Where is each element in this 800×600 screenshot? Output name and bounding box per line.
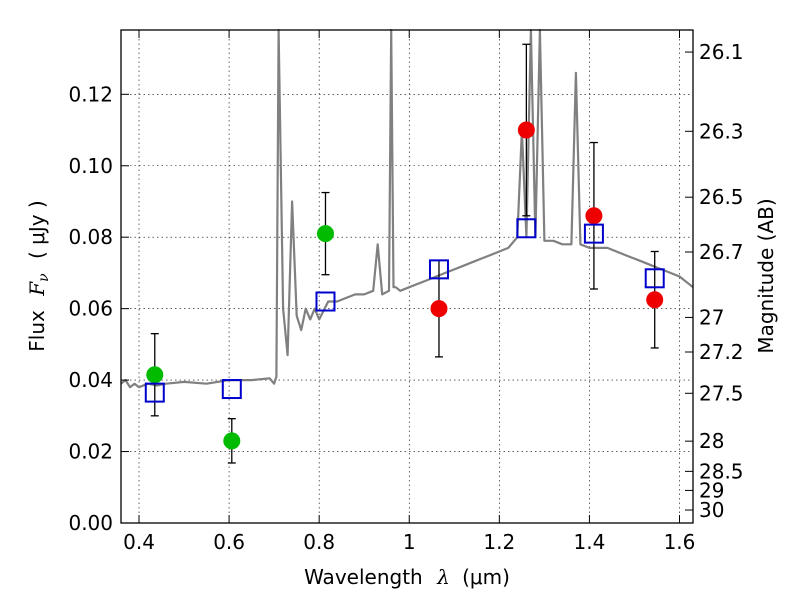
x-axis-label-text: Wavelength xyxy=(304,565,423,589)
x-tick-label: 1.6 xyxy=(664,530,696,554)
mag-tick-label: 27.2 xyxy=(699,340,744,364)
model-band-marker xyxy=(644,268,665,289)
mag-tick-label: 26.1 xyxy=(699,40,744,64)
model-band-marker xyxy=(315,291,336,312)
model-band-marker xyxy=(428,259,449,280)
data-point xyxy=(146,366,164,384)
spectrum-layer xyxy=(120,28,694,389)
model-band-marker xyxy=(583,223,604,244)
y-tick-label: 0.10 xyxy=(68,154,113,178)
model-band-marker xyxy=(221,379,242,400)
x-tick-label: 1.4 xyxy=(574,530,606,554)
mag-tick-label: 26.7 xyxy=(699,240,744,264)
x-tick-label: 1.2 xyxy=(483,530,515,554)
model-spectrum-line xyxy=(120,28,694,389)
mag-tick-label: 27.5 xyxy=(699,381,744,405)
mag-tick-label: 27 xyxy=(699,305,724,329)
mag-tick-label: 29 xyxy=(699,478,724,502)
x-tick-label: 0.8 xyxy=(303,530,335,554)
x-tick-label: 0.4 xyxy=(123,530,155,554)
model-band-marker xyxy=(516,218,537,239)
data-point xyxy=(430,300,448,318)
data-point xyxy=(316,225,334,243)
mag-tick-label: 28.5 xyxy=(699,459,744,483)
x-tick-label: 1 xyxy=(403,530,416,554)
x-axis-unit: (μm) xyxy=(462,565,510,589)
mag-tick-label: 26.3 xyxy=(699,119,744,143)
y-axis-unit: ( μJy ) xyxy=(25,200,49,259)
data-marks xyxy=(144,43,665,464)
y-axis-symbol: F xyxy=(25,281,49,297)
plot-frame xyxy=(120,29,694,524)
right-axis-label: Magnitude (AB) xyxy=(754,198,778,353)
y-axis-label: Flux Fν ( μJy ) xyxy=(25,200,53,351)
mag-tick-label: 26.5 xyxy=(699,185,744,209)
y-tick-label: 0.12 xyxy=(68,82,113,106)
y-tick-label: 0.08 xyxy=(68,225,113,249)
y-tick-label: 0.00 xyxy=(68,511,113,535)
axes-ticks: 0.4 0.6 0.8 1 1.2 1.4 1.6 0.00 0.02 0.04 0.06 0.08 0… xyxy=(68,30,744,554)
data-point xyxy=(585,207,603,225)
y-tick-label: 0.02 xyxy=(68,440,113,464)
y-axis-label-text: Flux xyxy=(25,310,49,352)
y-tick-label: 0.06 xyxy=(68,297,113,321)
data-point xyxy=(223,432,241,450)
mag-tick-label: 30 xyxy=(699,498,724,522)
grid-lines xyxy=(121,30,693,524)
x-axis-label: Wavelength λ (μm) xyxy=(304,565,510,589)
data-point xyxy=(517,121,535,139)
mag-tick-label: 28 xyxy=(699,429,724,453)
x-tick-label: 0.6 xyxy=(213,530,245,554)
model-band-marker xyxy=(144,382,165,403)
data-point xyxy=(646,291,664,309)
y-axis-subscript: ν xyxy=(36,273,52,282)
x-axis-symbol: λ xyxy=(436,565,450,589)
y-tick-label: 0.04 xyxy=(68,368,113,392)
